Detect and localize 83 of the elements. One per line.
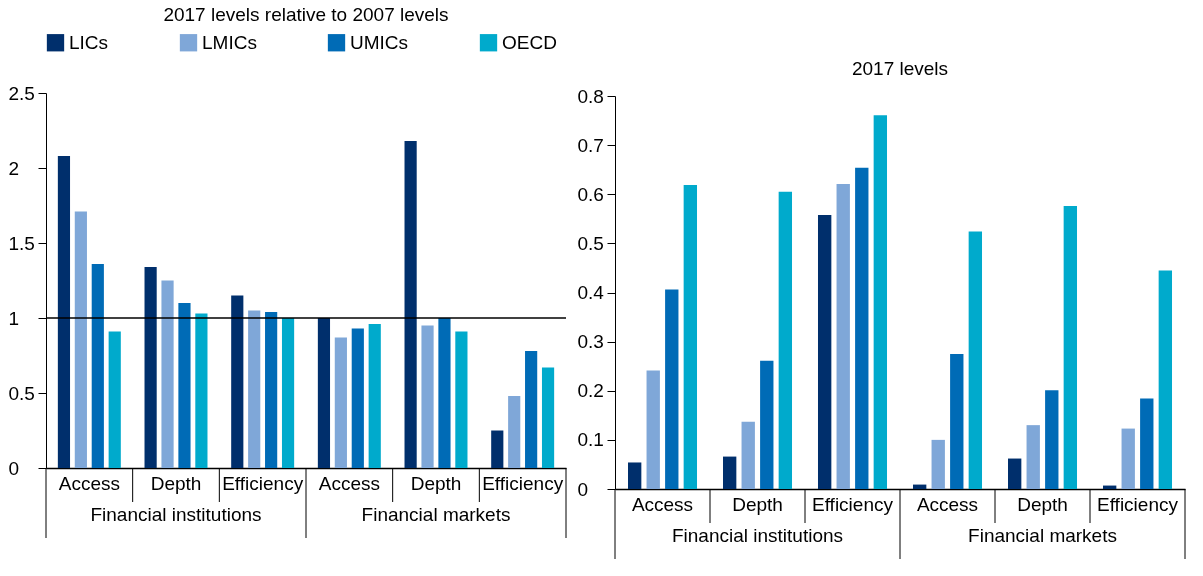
y-tick-label: 0.2	[577, 380, 604, 402]
bar	[57, 156, 71, 468]
bar	[404, 141, 417, 468]
x-tick-label: Depth	[732, 493, 783, 515]
text: Financial markets	[968, 525, 1117, 546]
y-tick-label: 2	[8, 157, 20, 179]
bar	[281, 318, 295, 468]
bar	[627, 462, 642, 489]
bar	[873, 115, 888, 489]
bar	[1121, 428, 1135, 489]
y-tick-label: 0.4	[577, 282, 605, 303]
bar	[144, 267, 157, 468]
bar	[455, 331, 468, 468]
bar	[161, 280, 174, 468]
bar	[950, 353, 964, 489]
bar	[108, 331, 121, 468]
x-tick-label: Depth	[1017, 493, 1068, 515]
bar	[368, 324, 381, 468]
x-tick-label: Efficiency	[1097, 493, 1179, 515]
y-tick-label: 1	[8, 307, 20, 329]
x-tick-label: Access	[58, 472, 120, 494]
bar	[508, 396, 521, 468]
bar	[334, 337, 347, 468]
y-tick-label: 0.8	[577, 85, 604, 107]
y-tick-label: 0.6	[577, 183, 604, 205]
bar	[438, 318, 451, 468]
bar	[525, 351, 538, 468]
x-tick-label: Access	[318, 472, 380, 494]
bar	[968, 231, 983, 489]
x-tick-label: Depth	[410, 472, 462, 494]
bar	[421, 325, 434, 468]
legend-label: OECD	[502, 31, 557, 53]
bar	[1026, 425, 1040, 489]
bar	[741, 421, 755, 489]
bar	[1063, 206, 1078, 489]
text: Financial institutions	[671, 525, 844, 546]
bar	[855, 167, 869, 489]
y-tick-label: 0.3	[577, 331, 604, 353]
y-tick-label: 0.5	[577, 232, 604, 254]
bar	[351, 328, 364, 468]
bar	[248, 310, 261, 468]
bar	[1158, 270, 1173, 489]
bar	[195, 313, 208, 468]
chart-title: 2017 levels	[851, 58, 949, 79]
bar	[317, 318, 331, 468]
x-tick-label: Efficiency	[812, 493, 894, 515]
bar	[541, 367, 555, 468]
bar	[665, 289, 679, 489]
bar	[722, 456, 737, 489]
y-tick-label: 1.5	[8, 232, 35, 254]
y-tick-label: 2.5	[8, 82, 35, 104]
x-tick-label: Efficiency	[222, 472, 304, 494]
y-tick-label: 0.1	[577, 429, 604, 451]
x-tick-label: Access	[916, 493, 979, 515]
bar	[1045, 390, 1059, 489]
y-tick-label: 0	[577, 478, 589, 500]
bar	[760, 360, 774, 489]
y-tick-label: 0.7	[577, 134, 604, 156]
bar	[646, 370, 660, 489]
x-tick-label: Efficiency	[482, 472, 564, 494]
text: Financial markets	[361, 504, 511, 525]
bar	[1140, 398, 1154, 489]
bar	[265, 312, 278, 468]
x-tick-label: Access	[631, 493, 694, 515]
y-tick-label: 0.5	[8, 382, 35, 404]
legend-label: UMICs	[350, 31, 409, 53]
bar	[231, 295, 244, 468]
bar	[1007, 458, 1022, 489]
text: Financial institutions	[90, 504, 262, 525]
bar	[74, 211, 87, 468]
bar	[683, 184, 698, 489]
y-tick-label: 0	[8, 457, 20, 479]
x-tick-label: Depth	[150, 472, 202, 494]
legend-label: LMICs	[202, 31, 257, 53]
bar	[836, 183, 850, 489]
bar	[491, 430, 504, 468]
bar	[931, 439, 945, 489]
chart-title: 2017 levels relative to 2007 levels	[163, 4, 449, 25]
bar	[817, 214, 832, 489]
bar	[778, 191, 793, 489]
bar	[178, 303, 191, 468]
bar	[91, 264, 104, 468]
legend-label: LICs	[69, 31, 109, 53]
